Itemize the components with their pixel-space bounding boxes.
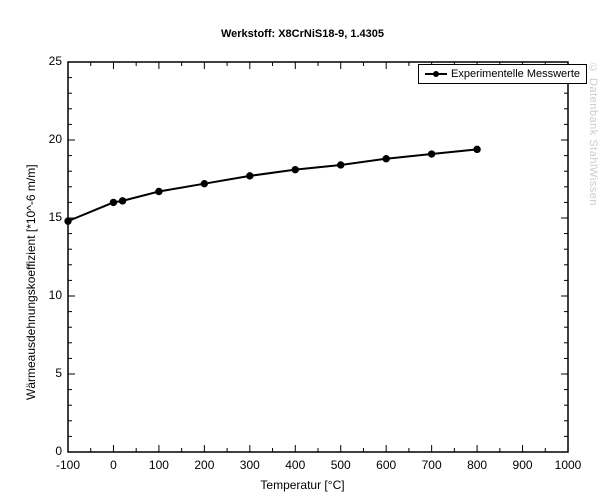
legend-marker-icon <box>425 69 447 79</box>
x-tick-label: 400 <box>277 458 313 472</box>
y-tick-label: 15 <box>49 210 62 224</box>
y-tick-label: 10 <box>49 288 62 302</box>
x-tick-label: 600 <box>368 458 404 472</box>
y-axis-label: Wärmeausdehnungskoeffizient [*10^-6 m/m] <box>24 164 38 400</box>
x-tick-label: 1000 <box>550 458 586 472</box>
y-tick-label: 5 <box>55 366 62 380</box>
chart-container: Werkstoff: X8CrNiS18-9, 1.4305 © Datenba… <box>0 0 605 504</box>
x-tick-label: 200 <box>186 458 222 472</box>
x-tick-label: 500 <box>323 458 359 472</box>
y-tick-label: 20 <box>49 132 62 146</box>
x-tick-label: 0 <box>95 458 131 472</box>
x-tick-label: 800 <box>459 458 495 472</box>
legend: Experimentelle Messwerte <box>418 64 587 84</box>
y-tick-label: 25 <box>49 54 62 68</box>
x-tick-label: 300 <box>232 458 268 472</box>
x-tick-label: -100 <box>50 458 86 472</box>
x-tick-label: 700 <box>414 458 450 472</box>
legend-label: Experimentelle Messwerte <box>451 68 580 80</box>
y-tick-label: 0 <box>55 444 62 458</box>
x-tick-label: 100 <box>141 458 177 472</box>
x-tick-label: 900 <box>505 458 541 472</box>
x-axis-label: Temperatur [°C] <box>0 478 605 492</box>
